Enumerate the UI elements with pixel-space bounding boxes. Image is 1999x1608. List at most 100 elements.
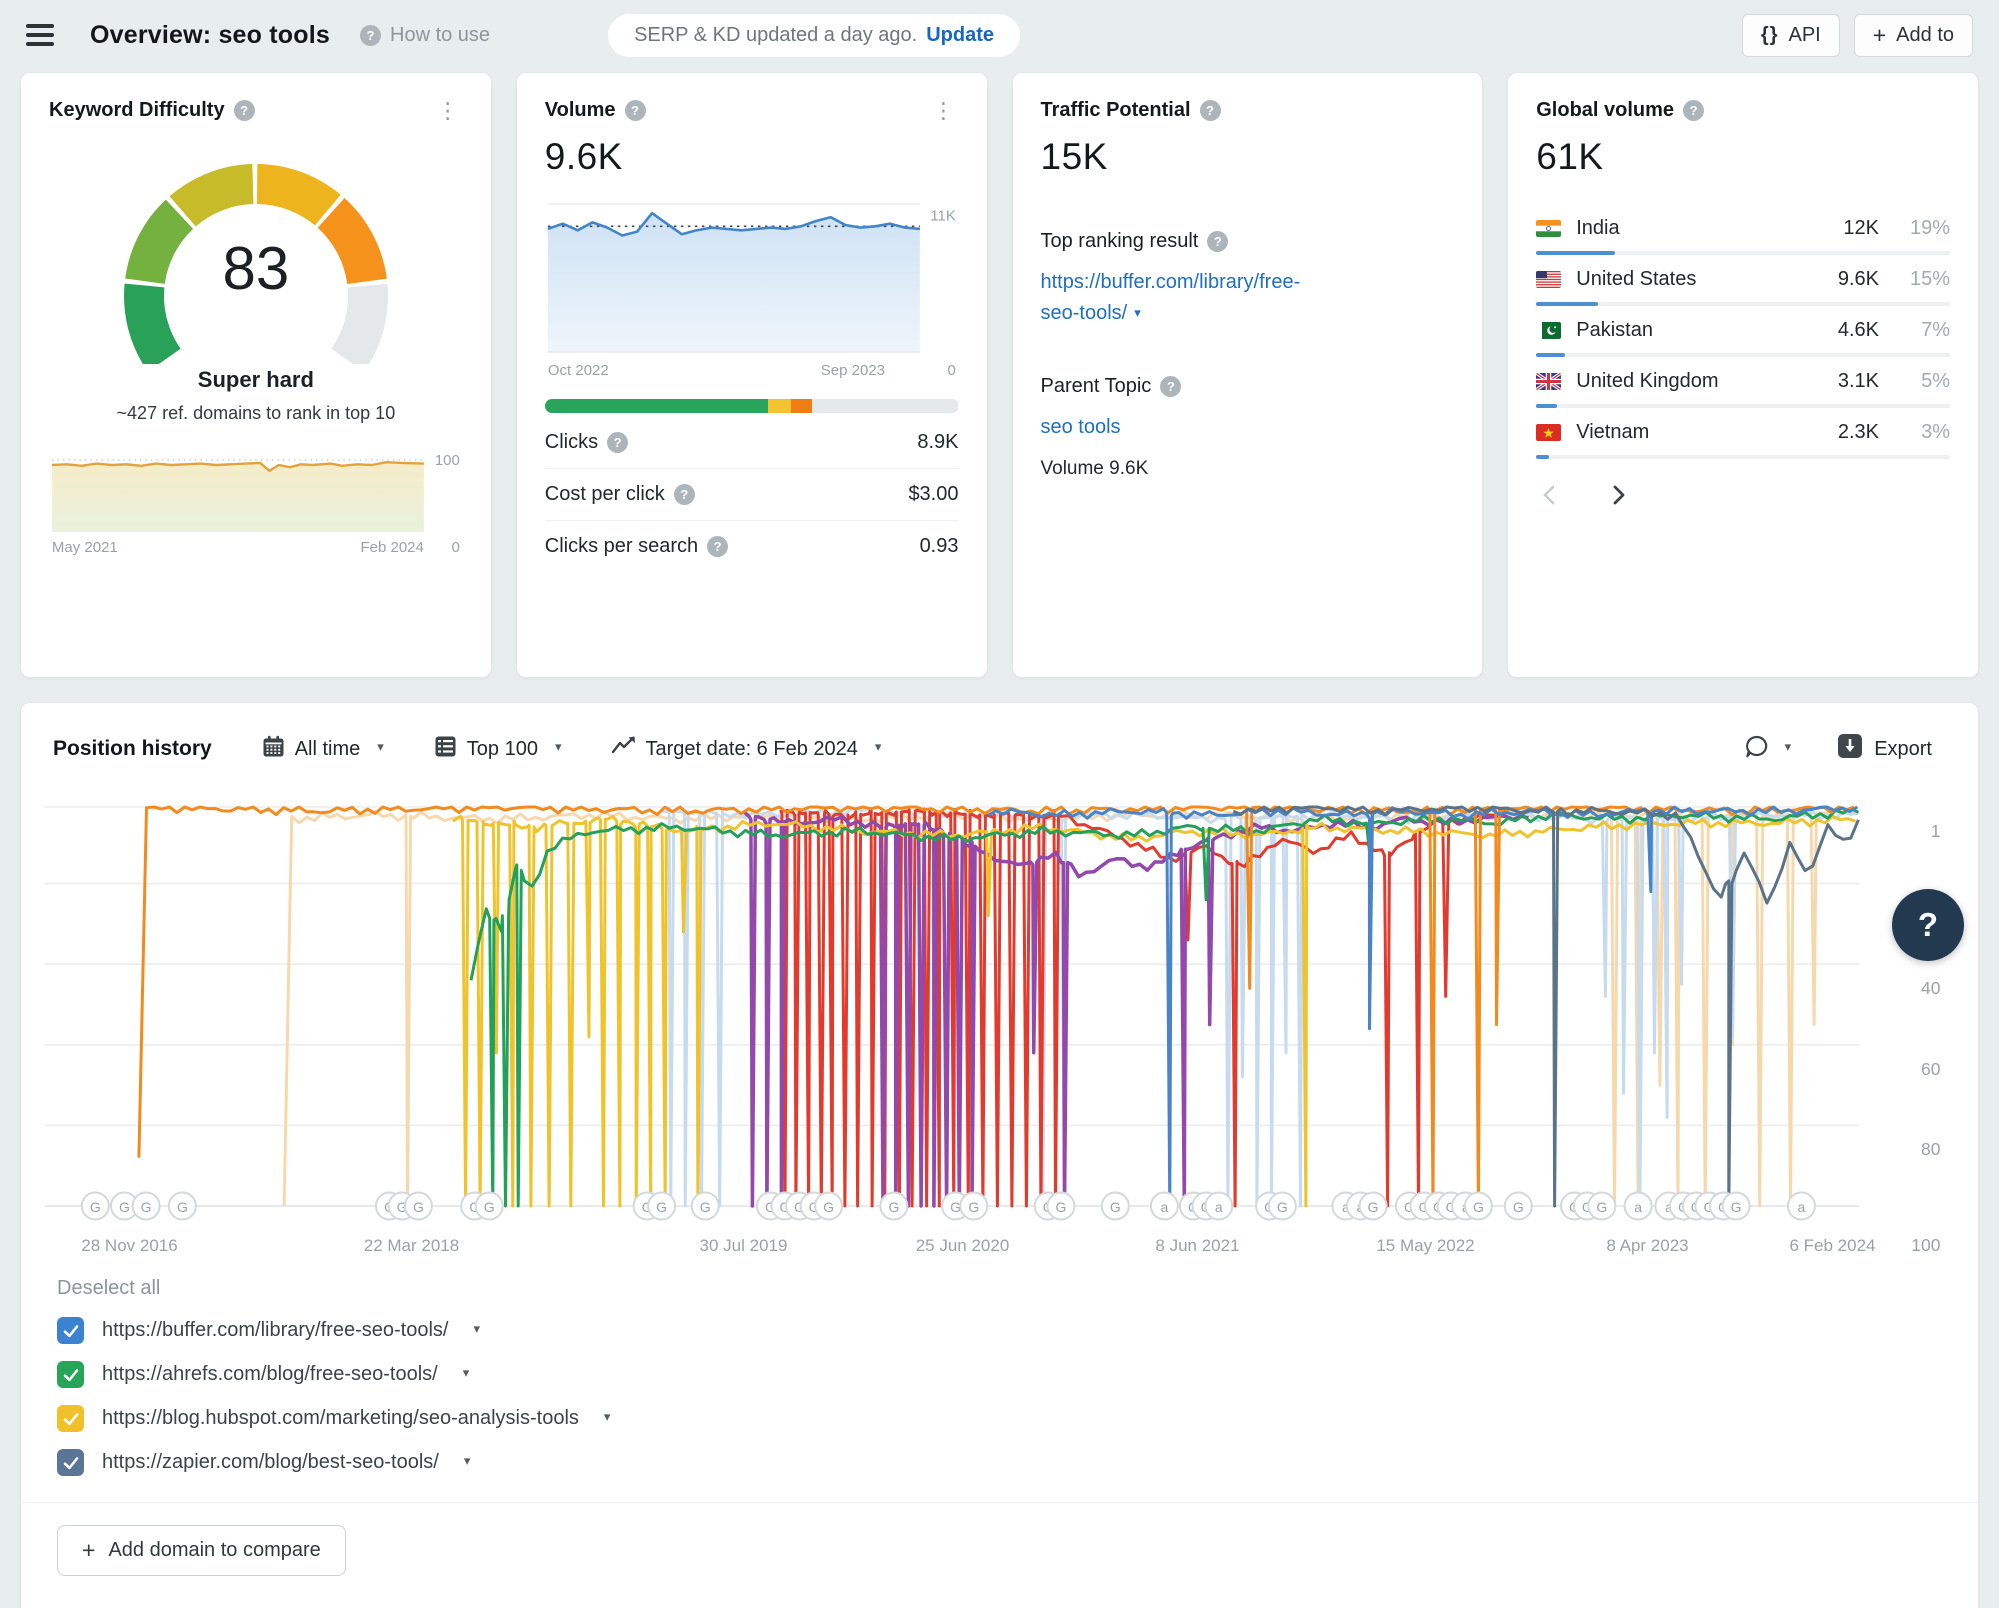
- help-icon[interactable]: ?: [1683, 100, 1705, 121]
- deselect-all-link[interactable]: Deselect all: [57, 1277, 161, 1299]
- google-update-marker[interactable]: G: [474, 1191, 504, 1221]
- series-line[interactable]: [1232, 805, 1860, 1208]
- svg-text:G: G: [765, 1199, 776, 1215]
- add-domain-button[interactable]: + Add domain to compare: [57, 1525, 346, 1576]
- google-update-marker[interactable]: G: [1046, 1191, 1076, 1221]
- chevron-down-icon: ▾: [1134, 305, 1141, 320]
- google-update-marker[interactable]: G: [167, 1191, 197, 1221]
- in-flag-icon: [1536, 220, 1562, 237]
- bar-segment-both-clicks: [790, 399, 812, 413]
- google-update-marker[interactable]: a: [1623, 1191, 1653, 1221]
- google-update-marker[interactable]: G: [80, 1191, 110, 1221]
- position-history-title: Position history: [53, 737, 212, 760]
- google-update-marker[interactable]: G: [1463, 1191, 1493, 1221]
- help-icon[interactable]: ?: [1160, 376, 1182, 397]
- next-page-icon[interactable]: [1606, 483, 1630, 512]
- svg-text:G: G: [1404, 1199, 1415, 1215]
- comments-dropdown[interactable]: ▾: [1744, 734, 1791, 765]
- svg-text:G: G: [642, 1199, 653, 1215]
- filter-trend[interactable]: Target date: 6 Feb 2024 ▾: [611, 735, 881, 763]
- tp-value: 15K: [1040, 136, 1108, 177]
- vn-flag-icon: [1536, 424, 1562, 441]
- menu-icon[interactable]: [26, 24, 54, 46]
- svg-text:G: G: [1368, 1199, 1379, 1215]
- help-icon[interactable]: ?: [624, 100, 646, 121]
- prev-page-icon[interactable]: [1538, 483, 1562, 512]
- floating-help-button[interactable]: ?: [1892, 889, 1964, 961]
- position-history-chart: 1 40 60 80 100 G G G G G G G G G G G G: [43, 789, 1956, 1271]
- kebab-menu-icon[interactable]: ⋮: [436, 97, 459, 123]
- tp-title: Traffic Potential: [1040, 99, 1191, 121]
- target-row[interactable]: https://buffer.com/library/free-seo-tool…: [57, 1317, 1942, 1344]
- svg-text:G: G: [397, 1199, 408, 1215]
- google-update-marker[interactable]: G: [1267, 1191, 1297, 1221]
- svg-text:a: a: [1161, 1199, 1169, 1215]
- google-update-marker[interactable]: a: [1204, 1191, 1234, 1221]
- google-update-marker[interactable]: a: [1149, 1191, 1179, 1221]
- target-checkbox[interactable]: [57, 1449, 84, 1476]
- target-checkbox[interactable]: [57, 1405, 84, 1432]
- country-row[interactable]: India 12K 19%: [1536, 204, 1950, 255]
- svg-text:0: 0: [947, 362, 955, 379]
- series-line[interactable]: [137, 805, 1855, 1208]
- target-checkbox[interactable]: [57, 1317, 84, 1344]
- parent-topic-volume: Volume 9.6K: [1040, 458, 1149, 479]
- google-update-marker[interactable]: a: [1786, 1191, 1816, 1221]
- update-link[interactable]: Update: [926, 23, 995, 46]
- google-update-marker[interactable]: G: [814, 1191, 844, 1221]
- svg-text:G: G: [780, 1199, 791, 1215]
- how-to-use-link[interactable]: ? How to use: [360, 24, 490, 47]
- series-line[interactable]: [987, 805, 1859, 1208]
- google-update-marker[interactable]: G: [1587, 1191, 1617, 1221]
- bar-segment-paid-clicks: [768, 399, 791, 413]
- filter-table[interactable]: Top 100 ▾: [434, 735, 562, 764]
- help-icon[interactable]: ?: [1207, 231, 1229, 252]
- help-icon[interactable]: ?: [1199, 100, 1221, 121]
- gv-value: 61K: [1536, 136, 1604, 177]
- svg-text:G: G: [1473, 1199, 1484, 1215]
- metric-row: Cost per click ? $3.00: [544, 468, 959, 520]
- google-update-marker[interactable]: G: [879, 1191, 909, 1221]
- parent-topic-link[interactable]: seo tools: [1040, 416, 1121, 438]
- target-row[interactable]: https://ahrefs.com/blog/free-seo-tools/ …: [57, 1361, 1942, 1388]
- series-line[interactable]: [779, 807, 1497, 1208]
- api-button[interactable]: {} API: [1741, 13, 1840, 57]
- google-update-marker[interactable]: G: [1721, 1191, 1751, 1221]
- google-update-marker[interactable]: G: [131, 1191, 161, 1221]
- calendar-icon: [262, 735, 285, 764]
- help-icon[interactable]: ?: [607, 432, 629, 453]
- country-row[interactable]: United Kingdom 3.1K 5%: [1536, 357, 1950, 408]
- top-ranking-link[interactable]: https://buffer.com/library/free- seo-too…: [1040, 271, 1301, 324]
- svg-text:100: 100: [435, 452, 460, 469]
- svg-text:May 2021: May 2021: [52, 539, 118, 556]
- svg-text:8 Apr 2023: 8 Apr 2023: [1606, 1236, 1688, 1255]
- google-update-marker[interactable]: G: [690, 1191, 720, 1221]
- series-line[interactable]: [742, 809, 1529, 1208]
- google-update-marker[interactable]: G: [1503, 1191, 1533, 1221]
- series-line[interactable]: [452, 814, 1857, 1208]
- svg-text:15 May 2022: 15 May 2022: [1376, 1236, 1474, 1255]
- filter-calendar[interactable]: All time ▾: [262, 735, 384, 764]
- google-update-marker[interactable]: G: [1100, 1191, 1130, 1221]
- country-row[interactable]: Pakistan 4.6K 7%: [1536, 306, 1950, 357]
- svg-text:G: G: [177, 1199, 188, 1215]
- target-row[interactable]: https://zapier.com/blog/best-seo-tools/ …: [57, 1449, 1942, 1476]
- svg-text:25 Jun 2020: 25 Jun 2020: [916, 1236, 1010, 1255]
- target-checkbox[interactable]: [57, 1361, 84, 1388]
- country-row[interactable]: Vietnam 2.3K 3%: [1536, 408, 1950, 459]
- google-update-marker[interactable]: G: [109, 1191, 139, 1221]
- help-icon[interactable]: ?: [673, 484, 695, 505]
- help-icon[interactable]: ?: [233, 100, 255, 121]
- kebab-menu-icon[interactable]: ⋮: [932, 97, 955, 123]
- help-icon[interactable]: ?: [707, 536, 729, 557]
- country-row[interactable]: United States 9.6K 15%: [1536, 255, 1950, 306]
- svg-text:G: G: [1110, 1199, 1121, 1215]
- google-update-marker[interactable]: G: [647, 1191, 677, 1221]
- svg-text:G: G: [1446, 1199, 1457, 1215]
- export-button[interactable]: Export: [1837, 733, 1932, 765]
- google-update-marker[interactable]: G: [959, 1191, 989, 1221]
- add-to-button[interactable]: + Add to: [1853, 13, 1973, 57]
- google-update-marker[interactable]: G: [1358, 1191, 1388, 1221]
- target-row[interactable]: https://blog.hubspot.com/marketing/seo-a…: [57, 1405, 1942, 1432]
- google-update-marker[interactable]: G: [403, 1191, 433, 1221]
